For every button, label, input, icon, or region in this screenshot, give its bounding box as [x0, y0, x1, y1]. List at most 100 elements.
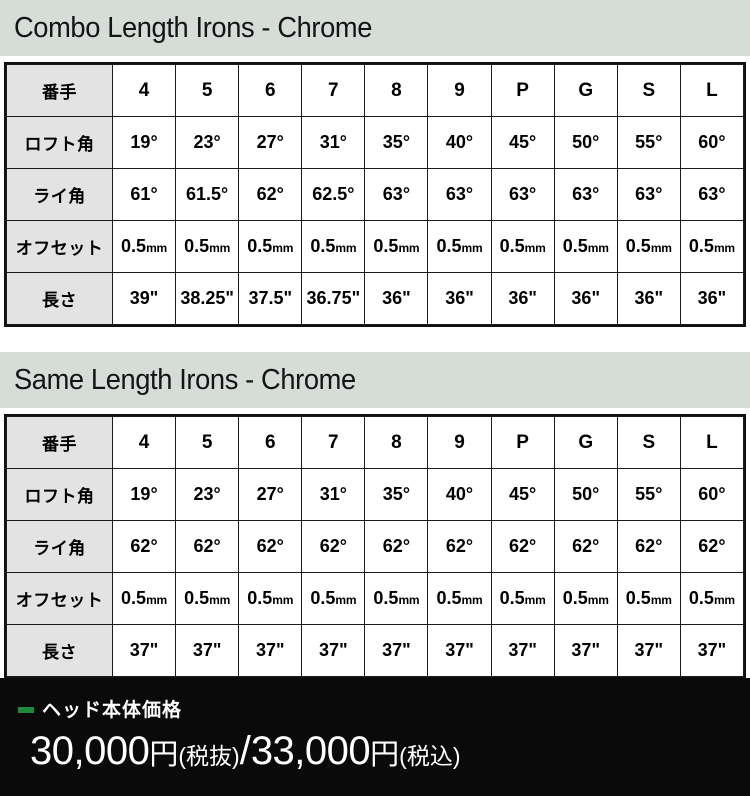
spec-cell: 61°: [111, 168, 177, 221]
spec-cell: 37": [679, 624, 745, 677]
spec-cell: 50°: [553, 116, 618, 169]
spec-cell: 19°: [111, 116, 177, 169]
spec-cell: 37": [301, 624, 366, 677]
spec-cell: 0.5mm: [427, 220, 492, 273]
section-title: Combo Length Irons - Chrome: [14, 11, 373, 44]
spec-cell: 0.5mm: [679, 220, 745, 273]
price-yen-symbol-incl: 円: [370, 739, 400, 771]
spec-unit: mm: [713, 241, 735, 255]
row-header-label: 番手: [6, 64, 113, 117]
spec-cell: 0.5mm: [111, 220, 177, 273]
club-header-cell: 9: [427, 64, 492, 117]
spec-cell: 62°: [427, 520, 492, 573]
table-row: 長さ 39" 38.25" 37.5" 36.75" 36" 36" 36" 36" 36" 36": [6, 272, 745, 325]
spec-cell: 40°: [427, 468, 492, 521]
row-header-label: オフセット: [6, 220, 113, 273]
spec-cell: 0.5mm: [111, 572, 177, 625]
row-header-label: ロフト角: [6, 116, 113, 169]
spec-cell: 0.5mm: [553, 220, 618, 273]
spec-unit: mm: [335, 593, 357, 607]
club-header-cell: G: [553, 64, 618, 117]
club-header-cell: L: [679, 416, 745, 469]
spec-cell: 40°: [427, 116, 492, 169]
table-row: 番手 4 5 6 7 8 9 P G S L: [6, 64, 745, 117]
club-header-cell: 4: [111, 64, 177, 117]
spec-cell: 27°: [238, 468, 303, 521]
club-header-cell: 8: [364, 416, 429, 469]
spec-unit: mm: [209, 241, 231, 255]
spec-cell: 37": [175, 624, 240, 677]
row-header-label: オフセット: [6, 572, 113, 625]
spec-cell: 55°: [616, 468, 681, 521]
spec-value: 0.5: [373, 588, 399, 608]
row-header-label: ライ角: [6, 520, 113, 573]
spec-cell: 62°: [616, 520, 681, 573]
spec-unit: mm: [713, 593, 735, 607]
row-header-label: 番手: [6, 416, 113, 469]
spec-cell: 38.25": [175, 272, 240, 325]
price-amount-excl-tax: 30,000: [30, 729, 150, 773]
spec-cell: 23°: [175, 468, 240, 521]
spec-unit: mm: [524, 241, 546, 255]
spec-unit: mm: [272, 241, 294, 255]
spec-cell: 19°: [111, 468, 177, 521]
table-row: 番手 4 5 6 7 8 9 P G S L: [6, 416, 745, 469]
table-row: ロフト角 19° 23° 27° 31° 35° 40° 45° 50° 55° 60°: [6, 116, 745, 169]
spec-unit: mm: [146, 593, 168, 607]
spec-section: Combo Length Irons - Chrome 番手 4 5 6 7 8 9 P G S L ロ…: [0, 0, 750, 327]
spec-cell: 63°: [616, 168, 681, 221]
spec-cell: 62°: [364, 520, 429, 573]
spec-cell: 35°: [364, 116, 429, 169]
spec-value: 0.5: [688, 236, 714, 256]
spec-value: 0.5: [121, 588, 147, 608]
spec-cell: 36": [616, 272, 681, 325]
spec-cell: 36": [427, 272, 492, 325]
club-header-cell: P: [490, 64, 555, 117]
spec-cell: 62°: [111, 520, 177, 573]
spec-cell: 39": [111, 272, 177, 325]
spec-cell: 63°: [679, 168, 745, 221]
spec-sheet-page: Combo Length Irons - Chrome 番手 4 5 6 7 8 9 P G S L ロ…: [0, 0, 750, 679]
spec-value: 0.5: [562, 236, 588, 256]
spec-cell: 23°: [175, 116, 240, 169]
spec-value: 0.5: [310, 588, 336, 608]
spec-cell: 0.5mm: [490, 572, 555, 625]
spec-cell: 36": [364, 272, 429, 325]
spec-value: 0.5: [625, 236, 651, 256]
club-header-cell: G: [553, 416, 618, 469]
spec-cell: 0.5mm: [364, 572, 429, 625]
club-header-cell: 6: [238, 64, 303, 117]
table-row: ロフト角 19° 23° 27° 31° 35° 40° 45° 50° 55° 60°: [6, 468, 745, 521]
spec-value: 0.5: [184, 236, 210, 256]
spec-unit: mm: [587, 593, 609, 607]
spec-cell: 37": [490, 624, 555, 677]
spec-unit: mm: [272, 593, 294, 607]
spec-value: 0.5: [121, 236, 147, 256]
spec-cell: 0.5mm: [427, 572, 492, 625]
spec-value: 0.5: [499, 588, 525, 608]
club-header-cell: P: [490, 416, 555, 469]
spec-cell: 0.5mm: [553, 572, 618, 625]
spec-value: 0.5: [688, 588, 714, 608]
spec-cell: 0.5mm: [301, 220, 366, 273]
spec-cell: 63°: [427, 168, 492, 221]
spec-cell: 62°: [175, 520, 240, 573]
row-header-label: 長さ: [6, 624, 113, 677]
table-row: ライ角 61° 61.5° 62° 62.5° 63° 63° 63° 63° 63° 63°: [6, 168, 745, 221]
spec-cell: 61.5°: [175, 168, 240, 221]
price-amount-incl-tax: 33,000: [250, 729, 371, 773]
spec-value: 0.5: [562, 588, 588, 608]
price-value-row: 30,000円(税抜)/33,000円(税込): [18, 731, 750, 771]
spec-value: 0.5: [184, 588, 210, 608]
spec-unit: mm: [650, 241, 672, 255]
spec-cell: 0.5mm: [616, 572, 681, 625]
club-header-cell: 7: [301, 64, 366, 117]
row-header-label: 長さ: [6, 272, 113, 325]
spec-cell: 31°: [301, 468, 366, 521]
spec-unit: mm: [398, 241, 420, 255]
spec-unit: mm: [398, 593, 420, 607]
club-header-cell: 8: [364, 64, 429, 117]
spec-cell: 31°: [301, 116, 366, 169]
spec-cell: 37": [553, 624, 618, 677]
club-header-cell: 5: [175, 416, 240, 469]
